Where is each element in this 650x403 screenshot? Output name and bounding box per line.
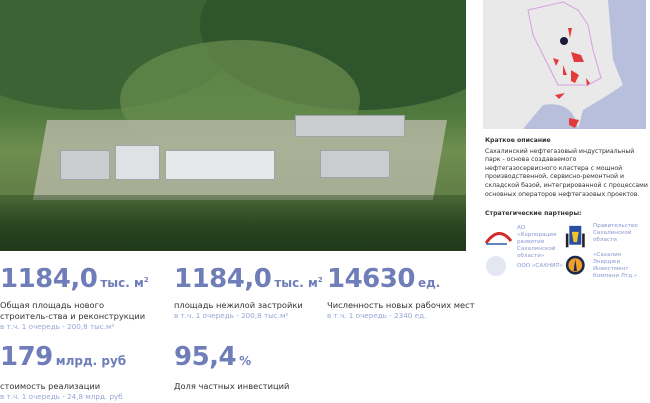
region-map [483,0,646,129]
stat-unit: ед. [417,276,441,290]
coat-of-arms-logo [565,225,585,248]
stat-value: 14630 [327,264,415,294]
stat-label: Численность новых рабочих мест [327,300,475,310]
partner-sakhalin-energy[interactable]: «Сахалин Энерджи Инвестмент Компани Лтд.… [565,252,643,280]
stat-value: 1184,0 [174,264,272,294]
partner-name: ООО «САХНИП» [517,263,563,269]
stat-sub: в т.ч. 1 очередь - 24,8 млрд. руб [0,392,123,401]
corporation-arc-logo [485,232,513,245]
stat-value: 95,4 [174,342,237,372]
description-title: Краткое описание [485,137,551,144]
stat-nonresidential-area: 1184,0 тыс. м2 площадь нежилой застройки … [174,265,323,321]
short-description: Краткое описание Сахалинский нефтегазовы… [485,137,650,199]
partner-name: АО «Корпорация развития Сахалинской обла… [517,225,557,259]
stat-label: Общая площадь нового строитель-ства и ре… [0,300,146,321]
stat-label: площадь нежилой застройки [174,300,303,310]
stat-total-area: 1184,0 тыс. м2 Общая площадь нового строи… [0,265,150,332]
circle-logo [486,256,506,276]
stat-sub: в т.ч. 1 очередь - 200,8 тыс.м² [0,322,115,331]
unit-sup: 2 [317,276,323,284]
partner-sakhnip[interactable]: ООО «САХНИП» [485,255,563,279]
description-text: Сахалинский нефтегазовый индустриальный … [485,147,648,198]
stat-unit: % [239,354,252,368]
stat-private-investment: 95,4% Доля частных инвестиций [174,343,289,392]
stat-sub: в т.ч. 1 очередь - 200,8 тыс.м² [174,311,289,320]
stat-value: 1184,0 [0,264,98,294]
partner-name: Правительство Сахалинской области [593,223,638,243]
stat-unit: тыс. м [274,276,318,290]
partner-government[interactable]: Правительство Сахалинской области [565,223,638,251]
aerial-photo [0,0,466,251]
partner-name: «Сахалин Энерджи Инвестмент Компани Лтд.… [593,252,638,279]
partner-corporation[interactable]: АО «Корпорация развития Сахалинской обла… [485,225,559,260]
stat-unit: млрд. руб [55,354,127,368]
stat-label: стоимость реализации [0,381,101,391]
stat-cost: 179 млрд. руб стоимость реализации в т.ч.… [0,343,126,402]
stat-unit: тыс. м [100,276,144,290]
stat-jobs: 14630 ед. Численность новых рабочих мест … [327,265,475,321]
stat-sub: в т.ч. 1 очередь - 2340 ед. [327,311,427,320]
unit-sup: 2 [143,276,149,284]
sakhalin-energy-seal-logo [565,255,585,275]
stat-value: 179 [0,342,53,372]
stat-label: Доля частных инвестиций [174,381,290,391]
partners-title: Стратегические партнеры: [485,210,582,217]
